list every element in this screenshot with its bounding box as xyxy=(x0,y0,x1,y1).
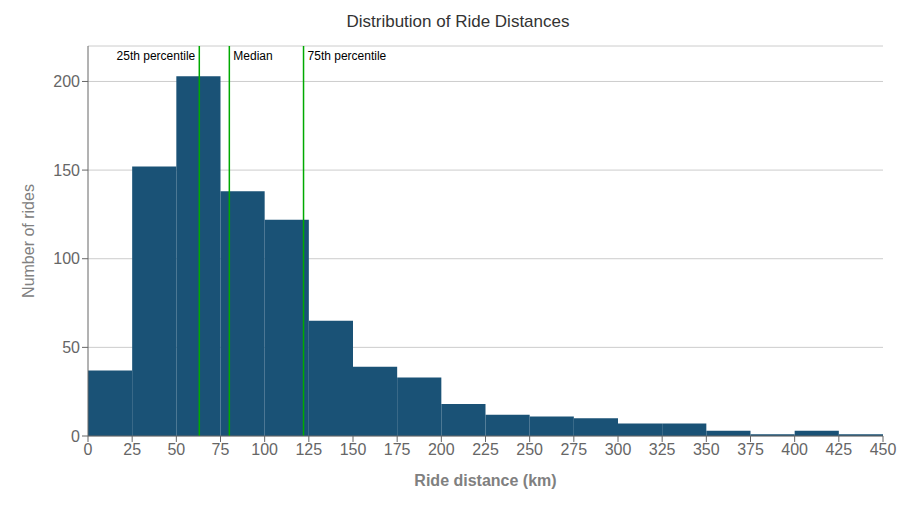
svg-text:150: 150 xyxy=(53,162,80,179)
svg-text:350: 350 xyxy=(693,441,720,458)
svg-text:0: 0 xyxy=(84,441,93,458)
svg-text:100: 100 xyxy=(53,250,80,267)
svg-text:425: 425 xyxy=(825,441,852,458)
svg-text:375: 375 xyxy=(737,441,764,458)
svg-text:200: 200 xyxy=(428,441,455,458)
svg-text:300: 300 xyxy=(605,441,632,458)
svg-text:100: 100 xyxy=(251,441,278,458)
svg-text:175: 175 xyxy=(384,441,411,458)
svg-text:50: 50 xyxy=(167,441,185,458)
svg-text:Median: Median xyxy=(233,49,272,63)
svg-text:200: 200 xyxy=(53,73,80,90)
svg-text:150: 150 xyxy=(340,441,367,458)
svg-text:325: 325 xyxy=(649,441,676,458)
svg-text:400: 400 xyxy=(781,441,808,458)
svg-text:225: 225 xyxy=(472,441,499,458)
svg-text:Number of rides: Number of rides xyxy=(20,184,37,298)
html-text:Distribution of Ride Distances: Distribution of Ride Distances xyxy=(346,12,570,31)
svg-text:50: 50 xyxy=(62,339,80,356)
svg-text:25th percentile: 25th percentile xyxy=(117,49,196,63)
svg-text:125: 125 xyxy=(295,441,322,458)
svg-text:275: 275 xyxy=(560,441,587,458)
svg-text:25: 25 xyxy=(123,441,141,458)
svg-text:450: 450 xyxy=(870,441,897,458)
svg-text:250: 250 xyxy=(516,441,543,458)
svg-text:75th percentile: 75th percentile xyxy=(308,49,387,63)
svg-text:Ride distance (km): Ride distance (km) xyxy=(414,472,556,489)
svg-text:0: 0 xyxy=(71,428,80,445)
svg-text:75: 75 xyxy=(212,441,230,458)
